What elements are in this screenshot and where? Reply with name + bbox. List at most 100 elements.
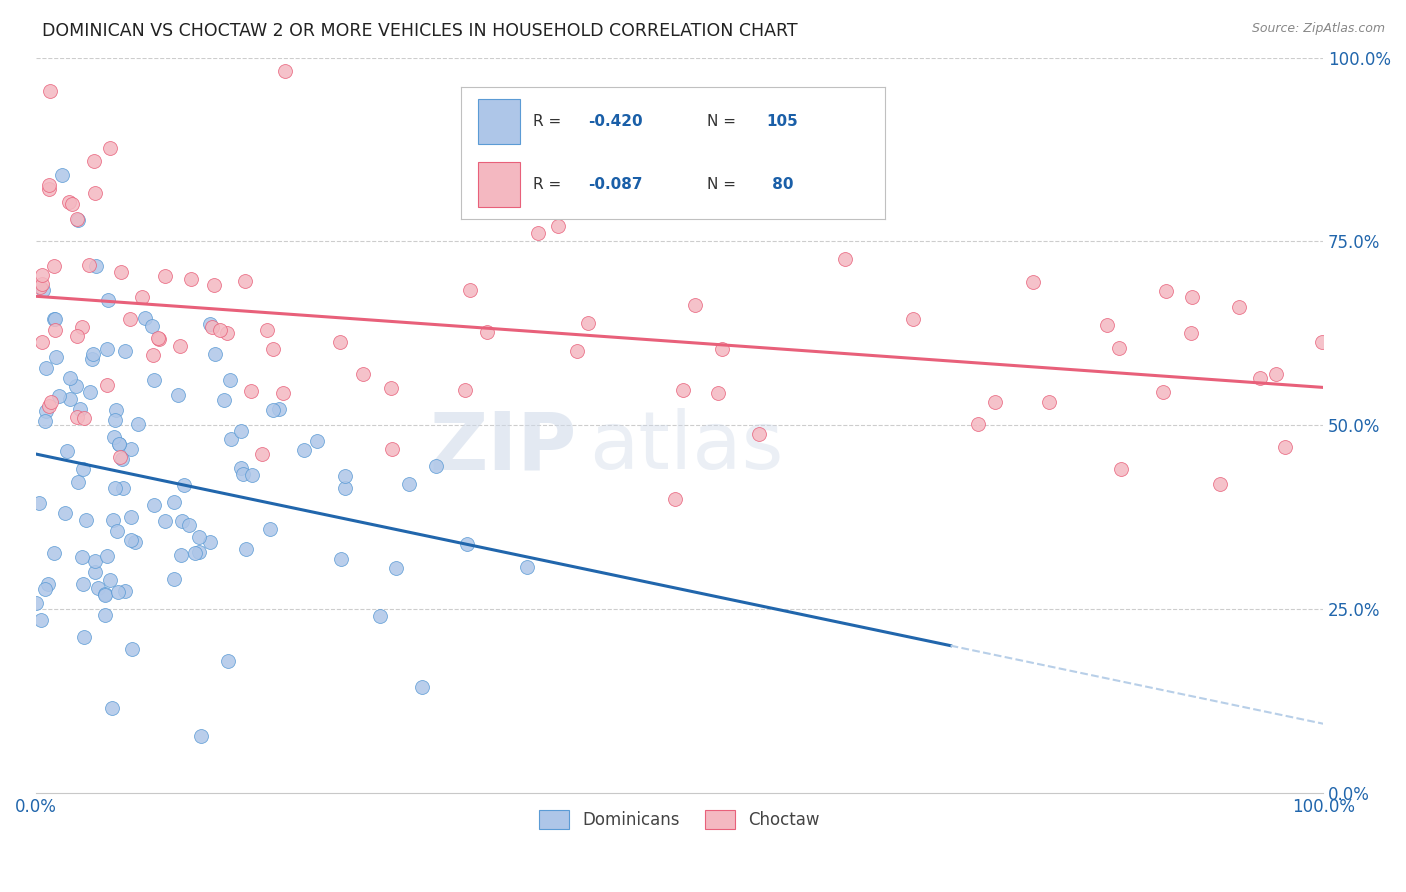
Point (1274, 440, 1296, 454)
Point (97, 293, 120, 308)
Point (96, 549, 118, 563)
Point (214, 393, 236, 408)
Point (335, 481, 357, 495)
Point (30, 613, 52, 627)
Point (172, 514, 194, 528)
Point (86, 581, 108, 595)
Text: ZIP: ZIP (429, 409, 576, 486)
Point (96, 377, 118, 392)
Point (664, 491, 686, 506)
Point (475, 325, 498, 339)
Point (110, 452, 132, 467)
Point (179, 518, 201, 533)
Point (59, 371, 82, 385)
Point (180, 271, 202, 285)
Point (380, 381, 402, 395)
Point (34, 403, 56, 417)
Point (134, 310, 156, 325)
Point (79, 258, 101, 272)
Point (262, 342, 284, 356)
Point (70, 320, 93, 334)
Point (292, 443, 315, 458)
Point (748, 427, 770, 442)
Point (94, 588, 117, 602)
Point (1038, 394, 1060, 409)
Point (1264, 367, 1286, 381)
Point (38, 178, 60, 192)
Point (411, 680, 433, 694)
Point (232, 467, 254, 481)
Point (94, 608, 117, 623)
Point (42, 259, 65, 273)
Point (240, 384, 263, 399)
Point (201, 320, 224, 334)
Text: Source: ZipAtlas.com: Source: ZipAtlas.com (1251, 22, 1385, 36)
Point (101, 701, 124, 715)
Point (256, 323, 278, 337)
Point (31, 268, 53, 282)
Point (1022, 275, 1045, 289)
Point (114, 344, 136, 359)
Point (32, 283, 55, 297)
Point (1152, 385, 1174, 400)
Point (34, 582, 56, 597)
Point (69, 401, 91, 416)
Point (1227, 300, 1250, 314)
Point (58, 195, 80, 210)
Point (142, 373, 165, 387)
Point (84, 259, 107, 273)
Point (25, 596, 48, 610)
Point (38, 84, 60, 98)
Point (516, 560, 538, 574)
Point (173, 478, 195, 492)
Point (217, 654, 239, 668)
Point (28, 496, 51, 510)
Point (75, 513, 97, 527)
Point (142, 349, 165, 363)
Point (104, 481, 127, 495)
Point (103, 429, 125, 443)
Point (190, 729, 212, 743)
Point (34, 414, 56, 428)
Point (169, 548, 191, 562)
Point (31, 277, 53, 291)
Point (70, 549, 93, 564)
Point (370, 608, 392, 623)
Point (98, 573, 121, 587)
Point (31, 335, 53, 350)
Point (108, 450, 131, 464)
Point (72, 462, 94, 476)
Point (966, 417, 988, 431)
Point (547, 219, 569, 234)
Point (527, 226, 550, 240)
Point (39, 394, 62, 409)
Point (167, 388, 190, 402)
Point (456, 537, 478, 551)
Text: atlas: atlas (589, 409, 783, 486)
Point (103, 513, 125, 527)
Point (1209, 477, 1232, 491)
Point (901, 311, 924, 326)
Point (55, 506, 77, 520)
Point (45, 351, 67, 365)
Point (155, 514, 177, 528)
Point (110, 265, 132, 279)
Point (141, 318, 163, 333)
Point (458, 283, 481, 297)
Point (271, 385, 294, 400)
Point (28, 280, 51, 294)
Point (93, 587, 115, 601)
Point (262, 403, 284, 417)
Point (143, 498, 166, 512)
Point (983, 394, 1005, 409)
Point (73, 411, 96, 425)
Point (252, 447, 274, 461)
Point (381, 442, 404, 456)
Point (66, 213, 89, 227)
Point (131, 290, 153, 304)
Point (114, 584, 136, 599)
Point (65, 379, 87, 393)
Point (42, 312, 65, 326)
Point (218, 373, 240, 387)
Point (274, 64, 297, 78)
